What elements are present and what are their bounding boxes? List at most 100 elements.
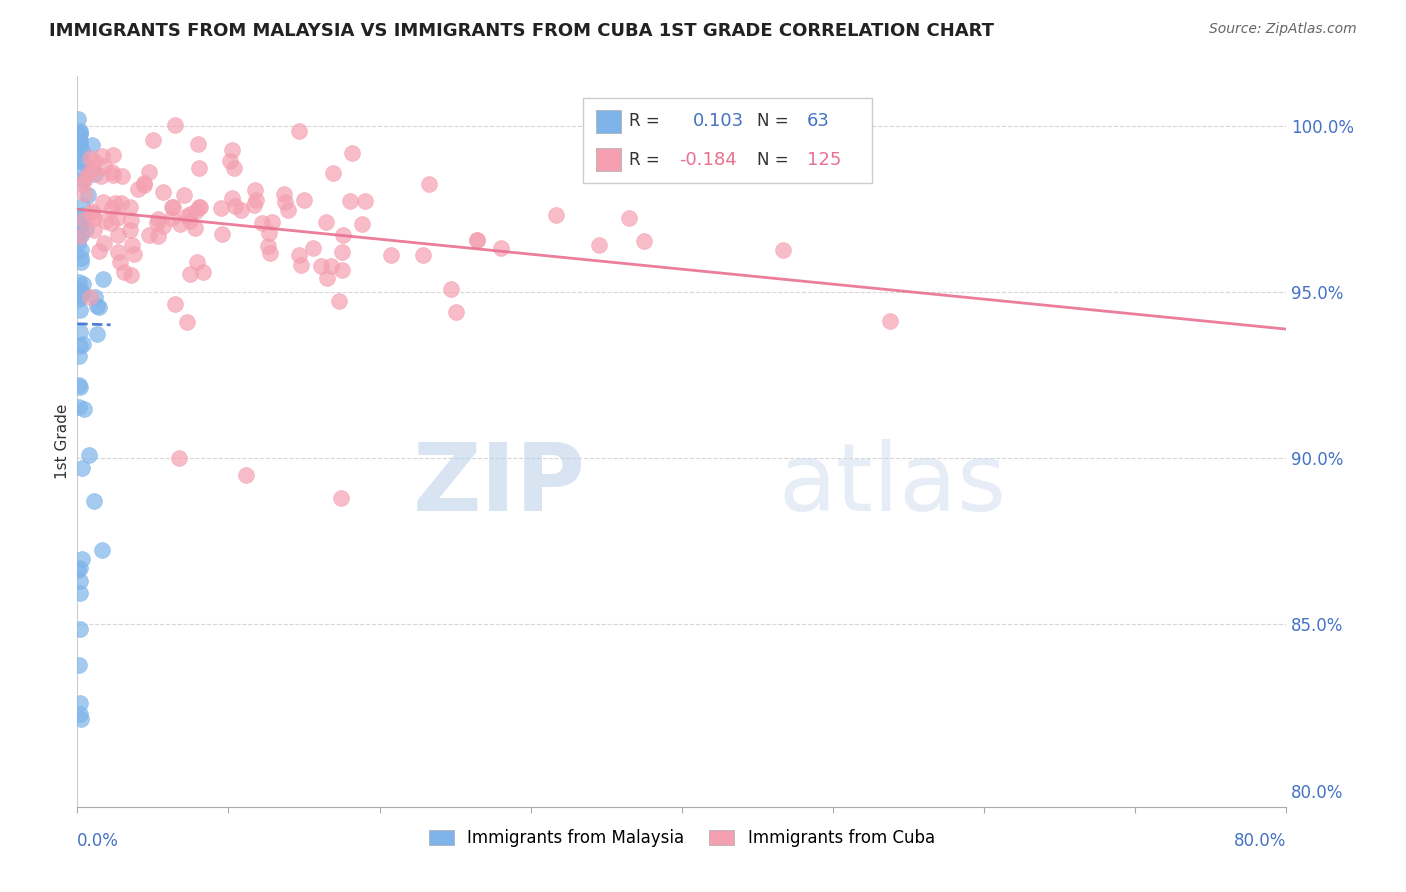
- Point: [167, 451, 190, 466]
- Point: [67, 236, 90, 251]
- Point: [70, 217, 93, 231]
- Point: [72, 156, 94, 170]
- Point: [146, 216, 169, 230]
- Point: [169, 217, 191, 231]
- Point: [132, 178, 155, 193]
- Point: [67, 112, 90, 127]
- Point: [292, 193, 315, 207]
- Point: [209, 201, 232, 215]
- Legend: Immigrants from Malaysia, Immigrants from Cuba: Immigrants from Malaysia, Immigrants fro…: [422, 822, 942, 854]
- Point: [72, 277, 94, 291]
- Point: [315, 271, 337, 285]
- Point: [67, 146, 90, 161]
- Point: [546, 209, 568, 223]
- Point: [67, 378, 90, 392]
- Point: [179, 267, 201, 281]
- Text: atlas: atlas: [779, 440, 1007, 532]
- Point: [67, 275, 90, 289]
- Point: [86, 327, 108, 342]
- Point: [103, 148, 125, 162]
- Point: [72, 461, 94, 475]
- Text: N =: N =: [756, 112, 789, 130]
- Point: [69, 134, 91, 148]
- Point: [257, 226, 280, 240]
- Point: [142, 132, 165, 146]
- Point: [79, 166, 101, 180]
- Point: [82, 205, 104, 219]
- Point: [83, 494, 105, 508]
- Bar: [596, 111, 621, 133]
- Point: [229, 202, 252, 217]
- Point: [104, 195, 127, 210]
- Point: [633, 235, 655, 249]
- Point: [90, 542, 112, 557]
- Point: [288, 123, 311, 137]
- Point: [118, 223, 141, 237]
- Text: 0.0%: 0.0%: [77, 832, 120, 850]
- Text: 80.0%: 80.0%: [1234, 832, 1286, 850]
- Point: [120, 268, 142, 282]
- Point: [259, 245, 281, 260]
- Point: [165, 297, 187, 311]
- Point: [70, 251, 93, 265]
- Point: [67, 658, 90, 673]
- Point: [121, 238, 143, 252]
- Point: [70, 254, 93, 268]
- Point: [187, 161, 209, 176]
- Point: [179, 207, 201, 221]
- Point: [72, 144, 94, 158]
- Point: [108, 255, 131, 269]
- Point: [186, 204, 208, 219]
- Point: [70, 285, 93, 300]
- Point: [67, 400, 90, 414]
- Point: [193, 265, 215, 279]
- Point: [163, 119, 186, 133]
- Point: [184, 220, 207, 235]
- Point: [67, 135, 90, 149]
- Point: [69, 586, 91, 600]
- Point: [87, 244, 110, 258]
- Point: [588, 237, 610, 252]
- Point: [69, 325, 91, 339]
- Point: [69, 289, 91, 303]
- Point: [86, 299, 108, 313]
- Point: [70, 551, 93, 566]
- Point: [69, 623, 91, 637]
- Point: [70, 228, 93, 243]
- Point: [82, 161, 104, 176]
- Point: [315, 215, 337, 229]
- Point: [274, 194, 297, 209]
- Point: [90, 169, 112, 183]
- Point: [72, 337, 94, 351]
- Point: [273, 187, 295, 202]
- Point: [319, 259, 342, 273]
- Point: [330, 491, 353, 505]
- Point: [70, 285, 93, 299]
- Point: [138, 228, 160, 243]
- Point: [256, 239, 278, 253]
- Point: [465, 233, 488, 247]
- Point: [176, 315, 198, 329]
- Point: [235, 467, 257, 482]
- Point: [879, 314, 901, 328]
- Text: 125: 125: [807, 151, 841, 169]
- Point: [69, 126, 91, 140]
- Point: [100, 216, 122, 230]
- Point: [69, 127, 91, 141]
- Point: [69, 226, 91, 240]
- Point: [73, 401, 96, 416]
- Point: [69, 282, 91, 296]
- Point: [107, 245, 129, 260]
- Point: [188, 200, 211, 214]
- Point: [83, 211, 105, 226]
- Text: 63: 63: [807, 112, 830, 130]
- Point: [111, 169, 134, 183]
- Point: [188, 200, 211, 214]
- Point: [67, 163, 90, 178]
- Point: [79, 290, 101, 304]
- Point: [160, 211, 183, 225]
- Point: [288, 248, 311, 262]
- Point: [224, 199, 246, 213]
- Point: [339, 194, 361, 208]
- Point: [444, 305, 467, 319]
